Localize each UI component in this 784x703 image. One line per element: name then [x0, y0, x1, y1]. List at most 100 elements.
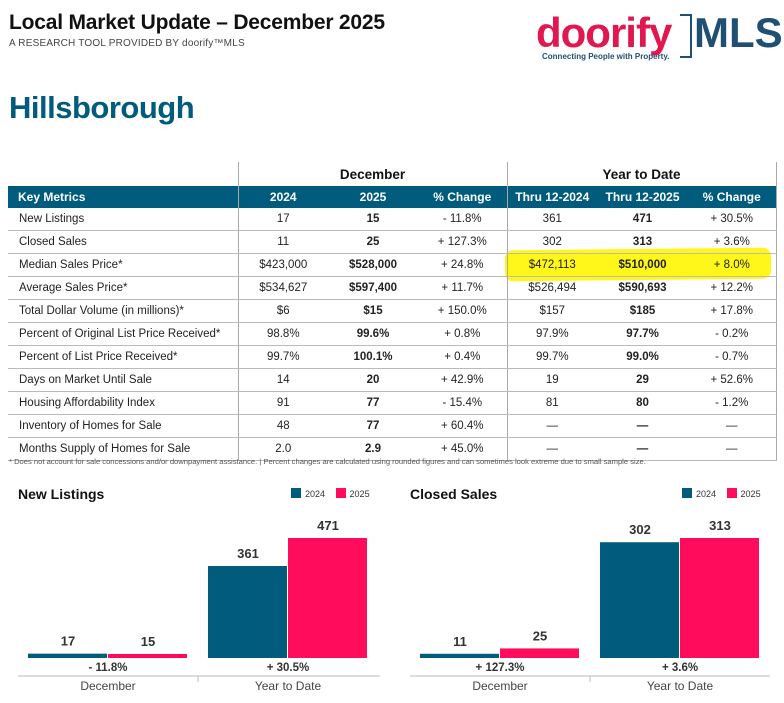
metric-label: Days on Market Until Sale — [8, 368, 238, 392]
ytd-2024-value: — — [506, 414, 598, 438]
metric-label: New Listings — [8, 208, 238, 231]
bar-value-label: 361 — [237, 546, 259, 561]
ytd-pct-change: + 3.6% — [688, 230, 777, 254]
closed-sales-chart-title: Closed Sales — [410, 486, 498, 502]
pct-change-label: + 127.3% — [476, 662, 525, 674]
table-row: Median Sales Price* $423,000 $528,000 + 24.… — [8, 253, 777, 277]
ytd-pct-change: - 0.2% — [688, 322, 777, 346]
category-label: Year to Date — [647, 679, 714, 693]
legend-swatch-2024 — [682, 488, 692, 498]
bar-value-label: 15 — [141, 634, 155, 649]
bar-2025-december — [108, 654, 187, 658]
ytd-pct-change: + 8.0% — [688, 253, 777, 277]
footnote: * Does not account for sale concessions … — [9, 457, 646, 466]
dec-2024-value: 48 — [237, 414, 328, 438]
key-metrics-table: December Year to Date Key Metrics 2024 2… — [8, 162, 777, 461]
dec-2024-value: 99.7% — [237, 345, 328, 369]
metric-label: Total Dollar Volume (in millions)* — [8, 299, 238, 323]
bar-2025-year-to-date — [288, 538, 367, 658]
doorify-mls-logo: doorify MLS Connecting People with Prope… — [536, 9, 783, 66]
metric-label: Months Supply of Homes for Sale — [8, 437, 238, 461]
dec-2025-value: 77 — [328, 391, 418, 415]
table-row: Total Dollar Volume (in millions)* $6 $15 +… — [8, 299, 777, 323]
legend-swatch-2025 — [726, 488, 737, 498]
dec-2024-value: 14 — [237, 368, 328, 392]
ytd-pct-change: - 0.7% — [688, 345, 777, 369]
ytd-2025-value: $185 — [597, 299, 689, 323]
logo-tagline: Connecting People with Property. — [542, 52, 670, 61]
legend-label-2025: 2025 — [349, 489, 370, 499]
ytd-pct-change: + 17.8% — [688, 299, 777, 323]
december-group-header: December — [237, 162, 508, 186]
bar-value-label: 302 — [629, 522, 651, 537]
dec-2024-value: 91 — [237, 391, 328, 415]
dec-2025-value: 2.9 — [328, 437, 418, 461]
legend-label-2025: 2025 — [740, 489, 761, 499]
bar-value-label: 11 — [453, 634, 467, 649]
closed-sales-legend: 2024 2025 — [682, 488, 761, 499]
ytd-pct-change: + 12.2% — [688, 276, 777, 300]
report-title: Local Market Update – December 2025 — [9, 11, 385, 34]
table-row: Days on Market Until Sale 14 20 + 42.9% 19 29… — [8, 368, 777, 392]
bar-2024-year-to-date — [600, 542, 679, 658]
bar-value-label: 17 — [61, 634, 75, 649]
metrics-table-body: New Listings 17 15- 11.8% 361 471 + 30.5% Clos… — [8, 208, 777, 461]
bar-2024-december — [420, 653, 499, 658]
new-listings-chart: 17 15 - 11.8% December 361 471 + 30.5% Year to … — [18, 518, 380, 693]
legend-label-2024: 2024 — [696, 489, 717, 499]
pct-change-label: + 30.5% — [267, 662, 310, 674]
dec-2024-value: 2.0 — [237, 437, 328, 461]
dec-pct-change: + 11.7% — [418, 276, 508, 300]
metric-label: Percent of List Price Received* — [8, 345, 238, 369]
dec-2025-value: 100.1% — [328, 345, 418, 369]
col-header-key-metrics: Key Metrics — [8, 186, 238, 208]
dec-2025-value: 25 — [328, 230, 418, 254]
bar-2025-december — [500, 648, 579, 658]
report-subtitle: A RESEARCH TOOL PROVIDED BY doorify™MLS — [9, 38, 245, 49]
ytd-pct-change: — — [688, 437, 777, 461]
ytd-2025-value: $590,693 — [597, 276, 689, 300]
pct-change-label: - 11.8% — [89, 662, 128, 674]
metric-label: Closed Sales — [8, 230, 238, 254]
ytd-2025-value: 29 — [597, 368, 689, 392]
bar-2024-december — [28, 653, 107, 658]
dec-2024-value: $6 — [237, 299, 328, 323]
dec-2024-value: 98.8% — [237, 322, 328, 346]
col-header-2025: 2025 — [328, 186, 418, 208]
bar-value-label: 25 — [533, 628, 547, 643]
table-row: Percent of List Price Received* 99.7% 100.… — [8, 345, 777, 369]
dec-2024-value: $534,627 — [237, 276, 328, 300]
bar-2025-year-to-date — [680, 538, 759, 658]
area-title: Hillsborough — [9, 90, 195, 125]
ytd-group-header: Year to Date — [507, 162, 777, 186]
table-row: Inventory of Homes for Sale 48 77 + 60.4% — —… — [8, 414, 777, 438]
dec-pct-change: + 127.3% — [418, 230, 508, 254]
ytd-2025-value: $510,000 — [597, 253, 689, 277]
legend-swatch-2025 — [335, 488, 346, 498]
ytd-2025-value: 97.7% — [597, 322, 689, 346]
dec-pct-change: + 45.0% — [418, 437, 508, 461]
dec-2025-value: 77 — [328, 414, 418, 438]
ytd-2024-value: 97.9% — [506, 322, 598, 346]
col-header-thru-2024: Thru 12-2024 — [506, 186, 598, 208]
table-row: Percent of Original List Price Received*… — [8, 322, 777, 346]
logo-wordmark: doorify — [536, 9, 672, 56]
ytd-2024-value: 302 — [506, 230, 598, 254]
blank-header — [8, 162, 238, 186]
col-header-ytd-pct-change: % Change — [688, 186, 777, 208]
dec-pct-change: + 0.8% — [418, 322, 508, 346]
closed-sales-chart: 11 25 + 127.3% December 302 313 + 3.6% Year to … — [410, 518, 770, 693]
table-row: New Listings 17 15- 11.8% 361 471 + 30.5% — [8, 208, 777, 231]
dec-2024-value: 17 — [237, 208, 328, 231]
ytd-2024-value: 81 — [506, 391, 598, 415]
dec-pct-change: + 42.9% — [418, 368, 508, 392]
dec-2025-value: $528,000 — [328, 253, 418, 277]
ytd-2025-value: — — [597, 437, 689, 461]
ytd-2025-value: 471 — [597, 208, 689, 231]
ytd-2025-value: — — [597, 414, 689, 438]
metric-label: Inventory of Homes for Sale — [8, 414, 238, 438]
bar-value-label: 471 — [317, 518, 339, 533]
logo-mls: MLS — [694, 9, 783, 56]
ytd-2024-value: $157 — [506, 299, 598, 323]
legend-label-2024: 2024 — [305, 489, 326, 499]
